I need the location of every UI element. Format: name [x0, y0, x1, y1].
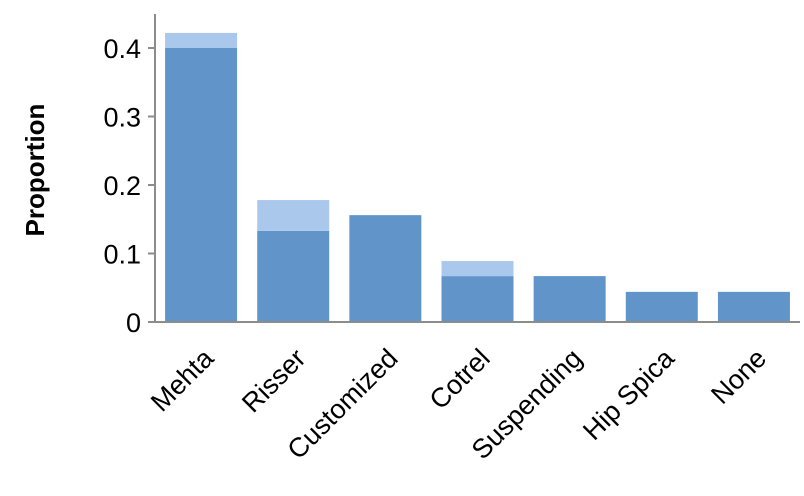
bar-mehta	[165, 48, 238, 322]
x-tick-label: Mehta	[145, 342, 220, 417]
bar-cotrel-upper	[441, 261, 514, 277]
bar-risser-upper	[257, 200, 330, 231]
bar-cotrel	[441, 276, 514, 322]
y-tick-label: 0.3	[103, 103, 141, 133]
bar-risser	[257, 230, 330, 322]
x-tick-label: Hip Spica	[577, 342, 681, 446]
bar-suspending	[533, 276, 606, 322]
y-ticks-group: 0 0.1 0.2 0.3 0.4	[103, 34, 155, 338]
x-tick-label: Cotrel	[424, 343, 496, 415]
bar-none	[717, 291, 790, 322]
bar-mehta-upper	[165, 32, 238, 48]
x-tick-label: Risser	[236, 343, 311, 418]
bar-hip-spica	[625, 291, 698, 322]
y-axis-title: Proportion	[20, 104, 50, 237]
y-tick-label: 0.1	[103, 240, 141, 270]
y-tick-label: 0.2	[103, 171, 141, 201]
y-tick-label: 0.4	[103, 34, 141, 64]
bars-group	[165, 32, 790, 322]
bar-customized	[349, 215, 422, 322]
axes-group	[149, 14, 800, 323]
x-tick-label: None	[705, 343, 772, 410]
y-tick-label: 0	[126, 308, 141, 338]
